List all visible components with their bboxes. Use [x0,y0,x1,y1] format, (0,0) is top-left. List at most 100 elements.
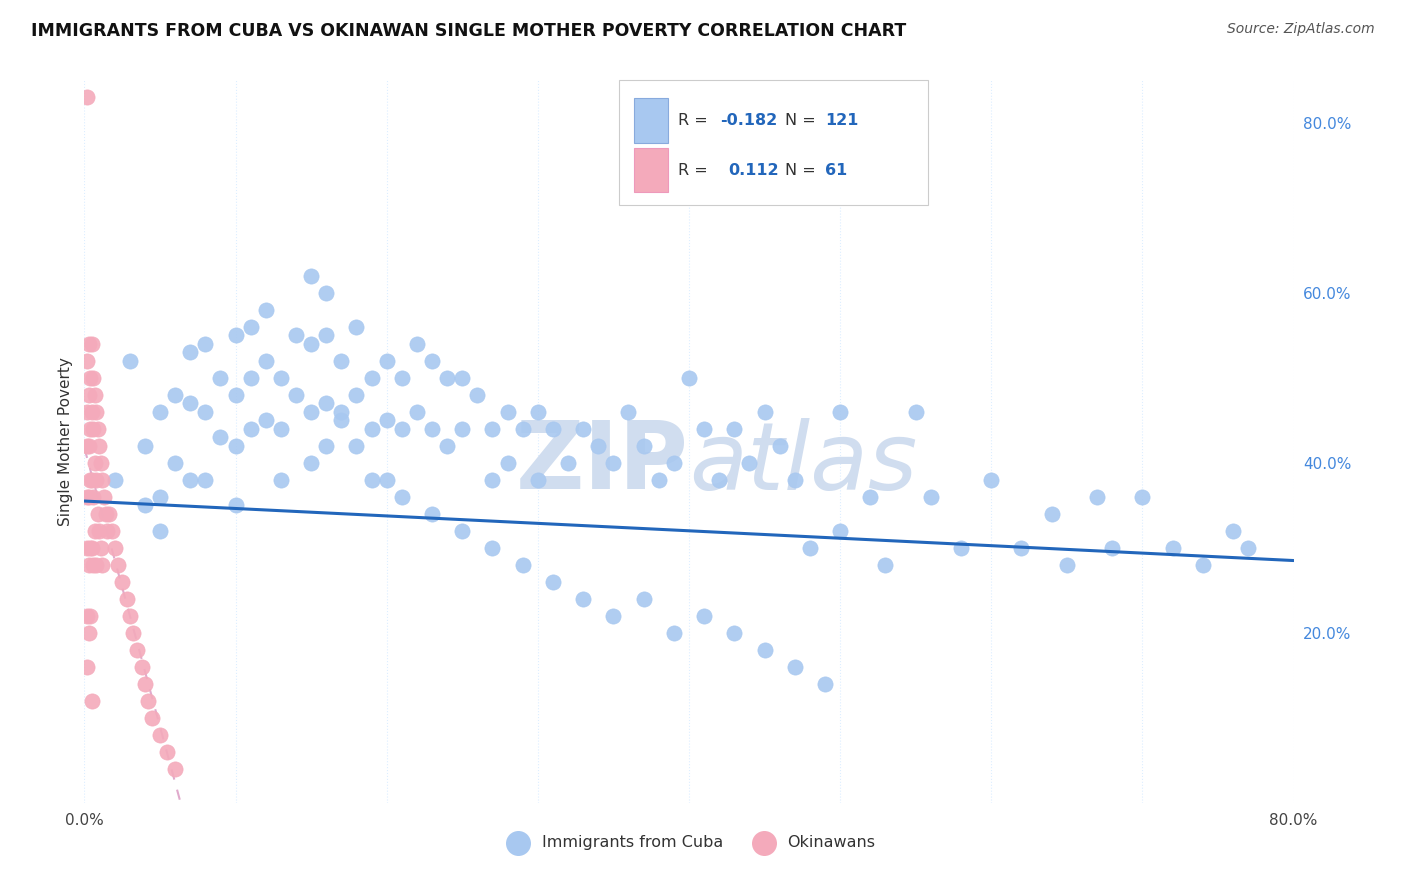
Point [76,608,98,623]
Point [77,388,100,402]
Point [557,456,579,470]
Point [467,388,489,402]
Text: R =: R = [678,112,713,128]
Point [225,328,247,343]
Point [79,473,101,487]
Point [254,353,277,368]
Point [79,371,101,385]
Point [920,490,942,504]
Point [420,507,443,521]
Point [82,371,104,385]
Point [315,396,337,410]
Point [360,371,382,385]
Point [391,371,413,385]
Point [121,625,143,640]
Point [451,422,474,436]
Point [299,405,322,419]
Point [91,558,114,572]
Point [662,456,685,470]
Point [149,405,172,419]
Point [115,591,138,606]
Point [330,405,353,419]
Point [97,507,120,521]
Point [76,439,98,453]
Point [96,524,118,538]
Point [87,422,110,436]
Point [588,439,610,453]
Point [77,558,100,572]
Text: ZIP: ZIP [516,417,689,509]
Point [299,456,322,470]
Point [391,490,413,504]
Point [77,490,100,504]
Point [270,473,292,487]
Point [86,473,108,487]
Y-axis label: Single Mother Poverty: Single Mother Poverty [58,357,73,526]
Point [1040,507,1063,521]
Point [104,473,127,487]
Point [239,319,262,334]
Point [134,439,156,453]
Point [375,473,398,487]
Point [239,422,262,436]
Point [225,498,247,512]
Point [315,285,337,300]
Point [165,456,187,470]
Point [254,413,277,427]
Point [270,371,292,385]
Point [80,336,103,351]
Point [86,558,108,572]
Point [693,608,716,623]
Point [239,371,262,385]
Point [738,456,761,470]
Point [156,745,179,759]
Point [496,456,519,470]
Point [86,405,108,419]
Point [1130,490,1153,504]
Point [481,541,503,555]
Point [165,762,187,776]
Point [346,388,368,402]
Point [225,388,247,402]
Point [76,405,98,419]
Point [76,490,98,504]
Point [82,490,104,504]
Point [299,336,322,351]
Point [104,541,127,555]
Point [709,473,731,487]
Point [602,608,624,623]
Point [76,541,98,555]
Point [91,473,114,487]
Point [76,353,98,368]
Point [814,677,837,691]
Legend: Immigrants from Cuba, Okinawans: Immigrants from Cuba, Okinawans [496,829,882,856]
Point [633,439,655,453]
Text: atlas: atlas [689,417,917,508]
Point [496,405,519,419]
Point [346,319,368,334]
Point [77,439,100,453]
Point [633,591,655,606]
Point [209,430,232,444]
Point [82,422,104,436]
Point [1192,558,1215,572]
Point [346,439,368,453]
Point [1085,490,1108,504]
Point [420,422,443,436]
Point [617,405,640,419]
Point [93,490,115,504]
Point [254,302,277,317]
Point [572,422,595,436]
Point [209,371,232,385]
Point [799,541,821,555]
Point [783,473,806,487]
Text: 121: 121 [825,112,859,128]
Point [693,422,716,436]
Point [662,625,685,640]
Text: Source: ZipAtlas.com: Source: ZipAtlas.com [1227,22,1375,37]
Point [134,677,156,691]
Point [77,625,100,640]
Point [179,396,201,410]
Point [80,473,103,487]
Point [420,353,443,368]
